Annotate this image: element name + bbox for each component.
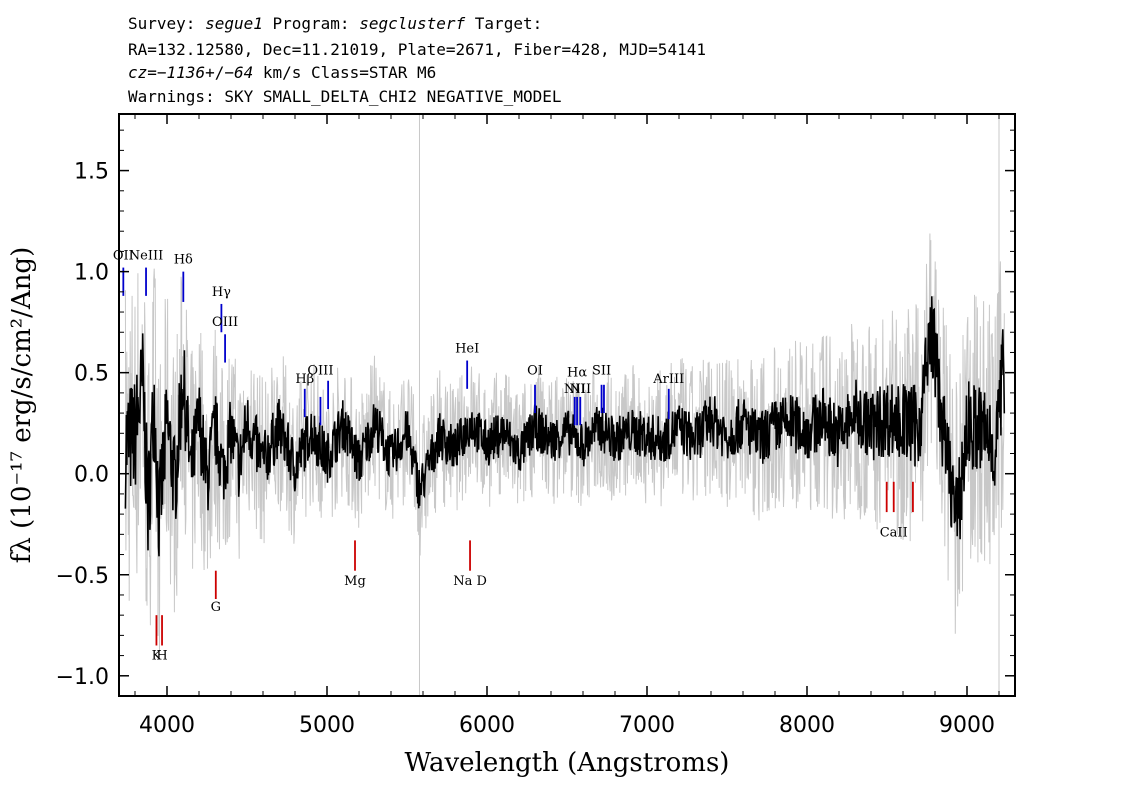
- emission-line-label: SII: [592, 364, 611, 379]
- emission-line-label: OI: [527, 364, 543, 379]
- plot-frame: [118, 113, 1016, 697]
- emission-line-label: Hγ: [212, 285, 231, 300]
- x-tick-label: 4000: [139, 713, 195, 738]
- y-tick-label: 1.0: [74, 261, 109, 286]
- emission-line-label: NII: [564, 382, 586, 397]
- x-tick-label: 5000: [299, 713, 355, 738]
- emission-line-label: Hβ: [295, 372, 314, 387]
- x-tick-label: 8000: [779, 713, 835, 738]
- x-tick-label: 6000: [459, 713, 515, 738]
- y-axis-title: fλ (10⁻¹⁷ erg/s/cm²/Ang): [7, 247, 37, 563]
- absorption-line-label: K: [152, 649, 162, 664]
- emission-line-label: NII: [569, 382, 591, 397]
- header-line-3: cz=−1136+/−64 km/s Class=STAR M6: [128, 63, 437, 82]
- x-axis-title: Wavelength (Angstroms): [405, 748, 730, 778]
- emission-line-label: OIII: [307, 364, 333, 379]
- y-tick-label: −1.0: [56, 665, 109, 690]
- absorption-line-label: Na D: [453, 574, 487, 589]
- emission-line-label: NeIII: [129, 249, 163, 264]
- axes: 4000 5000 6000 7000 8000 9000 −1.0 −0.5 0.0 0.5 1.…: [56, 114, 1015, 738]
- header-line-2: RA=132.12580, Dec=11.21019, Plate=2671, …: [128, 40, 706, 59]
- absorption-line-label: H: [156, 649, 167, 664]
- flux-spectrum-line: [124, 296, 1006, 557]
- emission-line-label: Hα: [567, 366, 587, 381]
- header-line-1: Survey: segue1 Program: segclusterf Targ…: [128, 14, 543, 33]
- error-spectrum-line: [124, 233, 1005, 652]
- y-tick-label: 0.0: [74, 463, 109, 488]
- y-tick-label: 0.5: [74, 362, 109, 387]
- absorption-line-label: Mg: [344, 574, 366, 589]
- emission-line-label: OIII: [212, 315, 238, 330]
- x-tick-label: 9000: [939, 713, 995, 738]
- emission-line-label: ArIII: [652, 372, 684, 387]
- absorption-line-label: CaII: [880, 525, 908, 540]
- absorption-line-label: G: [211, 600, 221, 615]
- emission-line-label: HeI: [455, 341, 479, 356]
- header-line-4: Warnings: SKY SMALL_DELTA_CHI2 NEGATIVE_…: [128, 87, 562, 106]
- emission-line-label: Hδ: [174, 253, 193, 268]
- error-series: [124, 233, 1005, 652]
- y-tick-label: −0.5: [56, 564, 109, 589]
- flux-series: [124, 296, 1006, 557]
- x-tick-label: 7000: [619, 713, 675, 738]
- y-tick-label: 1.5: [74, 160, 109, 185]
